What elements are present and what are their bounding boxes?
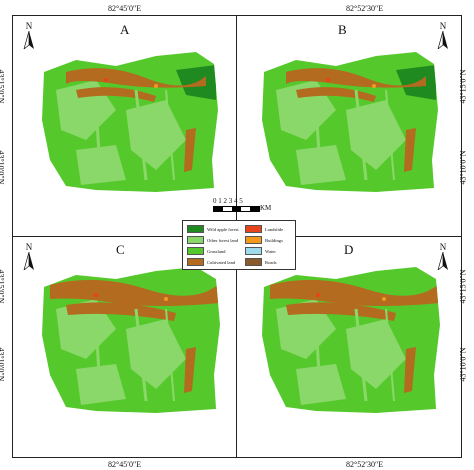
legend-swatch <box>245 258 262 266</box>
north-arrow-icon <box>437 252 448 270</box>
scale-bar: 0 1 2 3 4 5 KM <box>213 197 273 219</box>
legend-item: Wild apple forest <box>187 225 239 233</box>
left-latitude-label-1: 43°15′0″N <box>0 69 6 104</box>
legend-label: Roads <box>265 259 277 265</box>
legend-item: Cultivated land <box>187 258 235 266</box>
legend: Wild apple forest Landslide Other forest… <box>182 220 296 270</box>
legend-item: Water <box>245 247 276 255</box>
north-arrow-a: N <box>22 22 36 49</box>
legend-item: Buildings <box>245 236 283 244</box>
north-arrow-icon <box>437 31 448 49</box>
bottom-longitude-label-2: 82°52′30″E <box>346 460 384 469</box>
legend-label: Landslide <box>265 226 284 232</box>
scale-unit: KM <box>260 204 272 212</box>
left-latitude-label-2: 43°10′0″N <box>0 150 6 185</box>
legend-item: Grassland <box>187 247 225 255</box>
right-latitude-label-3: 43°15′0″N <box>458 269 468 304</box>
legend-swatch <box>245 225 262 233</box>
land-use-map-b <box>262 52 438 192</box>
land-use-map-d <box>262 267 440 413</box>
land-use-map-a <box>42 52 218 192</box>
bottom-longitude-label-1: 82°45′0″E <box>108 460 142 469</box>
legend-label: Cultivated land <box>207 259 236 265</box>
left-latitude-label-3: 43°15′0″N <box>0 269 6 304</box>
panel-a-label: A <box>120 22 130 37</box>
legend-item: Landslide <box>245 225 283 233</box>
legend-swatch <box>245 247 262 255</box>
north-arrow-d: N <box>436 243 450 270</box>
top-longitude-label-2: 82°52′30″E <box>346 4 384 13</box>
legend-label: Wild apple forest <box>207 226 239 232</box>
north-letter: N <box>25 242 33 252</box>
north-arrow-c: N <box>22 243 36 270</box>
north-arrow-icon <box>23 31 34 49</box>
legend-label: Grassland <box>207 248 226 254</box>
north-letter: N <box>439 21 447 31</box>
legend-label: Water <box>265 248 276 254</box>
land-use-map-c <box>42 267 220 413</box>
legend-swatch <box>187 236 204 244</box>
right-latitude-label-2: 43°10′0″N <box>458 150 468 185</box>
scale-bar-graphic <box>213 206 260 212</box>
legend-label: Other forest land <box>207 237 239 243</box>
panel-d-label: D <box>344 242 354 257</box>
legend-label: Buildings <box>265 237 283 243</box>
panel-c-label: C <box>116 242 125 257</box>
north-arrow-b: N <box>436 22 450 49</box>
north-letter: N <box>439 242 447 252</box>
legend-item: Other forest land <box>187 236 238 244</box>
legend-swatch <box>187 247 204 255</box>
right-latitude-label-1: 43°15′0″N <box>458 69 468 104</box>
right-latitude-label-4: 43°10′0″N <box>458 347 468 382</box>
legend-swatch <box>187 258 204 266</box>
panel-b-label: B <box>338 22 347 37</box>
north-letter: N <box>25 21 33 31</box>
left-latitude-label-4: 43°10′0″N <box>0 347 6 382</box>
legend-swatch <box>245 236 262 244</box>
legend-swatch <box>187 225 204 233</box>
scale-numbers: 0 1 2 3 4 5 <box>213 197 243 205</box>
top-longitude-label-1: 82°45′0″E <box>108 4 142 13</box>
north-arrow-icon <box>23 252 34 270</box>
legend-item: Roads <box>245 258 276 266</box>
